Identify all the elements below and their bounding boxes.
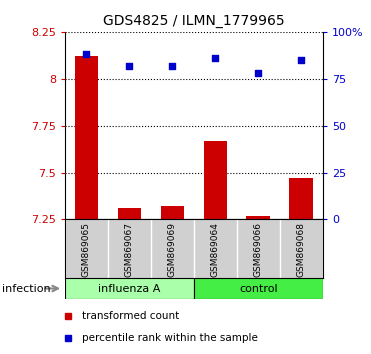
Bar (118, 208, 141, 219)
Text: GSM869064: GSM869064 (211, 222, 220, 277)
Text: percentile rank within the sample: percentile rank within the sample (82, 333, 258, 343)
Bar (75, 56, 98, 219)
Point (83, 52, 89, 57)
Bar (194, 278, 323, 299)
Point (212, 55, 218, 61)
Bar (161, 206, 184, 219)
Text: control: control (239, 284, 278, 293)
Text: infection: infection (2, 284, 50, 293)
Text: GSM869065: GSM869065 (82, 222, 91, 278)
Text: GSM869067: GSM869067 (125, 222, 134, 278)
Bar (204, 141, 227, 219)
Text: GSM869068: GSM869068 (297, 222, 306, 278)
Text: GSM869069: GSM869069 (168, 222, 177, 278)
Point (298, 57, 304, 63)
Point (127, 63, 132, 68)
Text: influenza A: influenza A (98, 284, 161, 293)
Bar (246, 216, 270, 219)
Point (255, 70, 261, 76)
Bar (65, 278, 194, 299)
Title: GDS4825 / ILMN_1779965: GDS4825 / ILMN_1779965 (103, 14, 285, 28)
Text: transformed count: transformed count (82, 311, 179, 321)
Point (170, 63, 175, 68)
Text: GSM869066: GSM869066 (254, 222, 263, 278)
Bar (289, 178, 313, 219)
